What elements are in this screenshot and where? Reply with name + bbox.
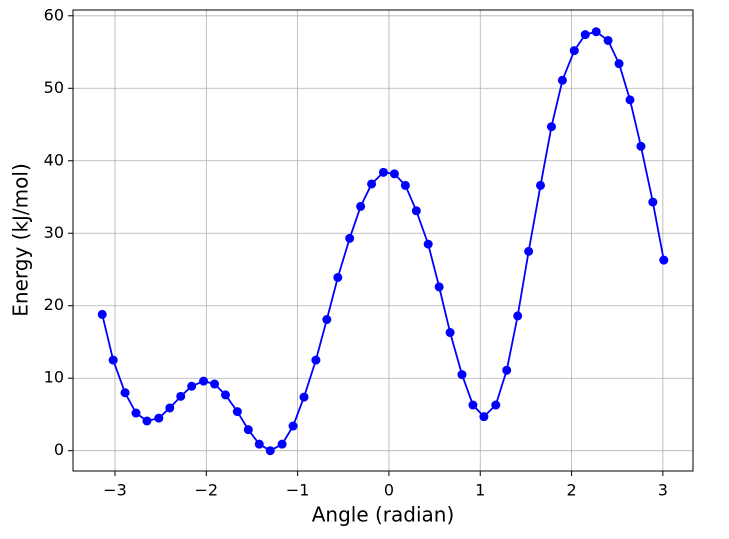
data-point xyxy=(434,282,444,292)
x-tick-label: −2 xyxy=(195,481,219,500)
data-point xyxy=(524,246,534,256)
data-point xyxy=(468,400,478,410)
data-point xyxy=(142,416,152,426)
data-point xyxy=(108,355,118,365)
data-point xyxy=(165,403,175,413)
data-point xyxy=(580,30,590,40)
data-point xyxy=(232,407,242,417)
data-point xyxy=(513,311,523,321)
data-point xyxy=(378,167,388,177)
data-point xyxy=(659,255,669,265)
data-point xyxy=(502,365,512,375)
data-point xyxy=(389,169,399,179)
y-tick-label: 10 xyxy=(44,368,64,387)
data-point xyxy=(176,391,186,401)
data-point xyxy=(479,412,489,422)
x-tick-label: 3 xyxy=(658,481,668,500)
data-point xyxy=(97,309,107,319)
data-point xyxy=(648,197,658,207)
y-tick-label: 20 xyxy=(44,295,64,314)
data-point xyxy=(154,413,164,423)
y-tick-label: 30 xyxy=(44,223,64,242)
data-point xyxy=(311,355,321,365)
data-point xyxy=(411,206,421,216)
data-point xyxy=(299,392,309,402)
x-tick-label: 0 xyxy=(384,481,394,500)
data-point xyxy=(356,201,366,211)
data-point xyxy=(243,425,253,435)
data-point xyxy=(367,179,377,189)
data-point xyxy=(625,95,635,105)
data-point xyxy=(131,408,141,418)
data-point xyxy=(120,388,130,398)
y-tick-label: 60 xyxy=(44,5,64,24)
data-point xyxy=(557,75,567,85)
data-point xyxy=(546,122,556,132)
data-line xyxy=(101,30,665,452)
data-point xyxy=(187,381,197,391)
data-point xyxy=(603,35,613,45)
y-tick-label: 40 xyxy=(44,150,64,169)
data-point xyxy=(591,27,601,37)
data-point xyxy=(322,315,332,325)
data-point xyxy=(199,376,209,386)
x-axis-label: Angle (radian) xyxy=(312,503,455,527)
data-point xyxy=(400,180,410,190)
y-tick-label: 50 xyxy=(44,78,64,97)
data-point xyxy=(345,233,355,243)
data-point xyxy=(333,272,343,282)
y-tick-label: 0 xyxy=(54,440,64,459)
plot-frame xyxy=(72,9,694,472)
data-point xyxy=(445,328,455,338)
data-point xyxy=(265,446,275,456)
data-point xyxy=(614,59,624,69)
data-point xyxy=(220,390,230,400)
data-point xyxy=(491,400,501,410)
x-tick-label: 2 xyxy=(566,481,576,500)
y-axis-label: Energy (kJ/mol) xyxy=(9,163,33,316)
data-point xyxy=(457,370,467,380)
data-point xyxy=(210,379,220,389)
data-point xyxy=(277,439,287,449)
data-point xyxy=(423,239,433,249)
data-point xyxy=(569,46,579,56)
x-tick-label: −3 xyxy=(103,481,127,500)
x-tick-label: −1 xyxy=(286,481,310,500)
data-point xyxy=(254,439,264,449)
x-tick-label: 1 xyxy=(475,481,485,500)
data-point xyxy=(288,421,298,431)
data-point xyxy=(636,141,646,151)
data-point xyxy=(536,180,546,190)
